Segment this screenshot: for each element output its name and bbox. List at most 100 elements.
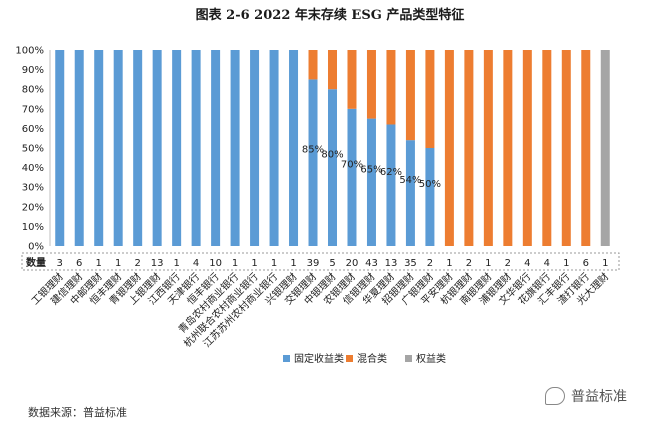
- y-axis: 0% 10% 20% 30% 40% 50% 60% 70% 80% 90% 100%: [15, 46, 51, 253]
- bar-segment: [581, 50, 591, 246]
- bar-segment: [600, 50, 610, 246]
- bar-segment: [522, 50, 532, 246]
- bar-segment: [191, 50, 201, 246]
- bar-segment: [133, 50, 143, 246]
- chart-title: 图表 2-6 2022 年末存续 ESG 产品类型特征: [195, 8, 465, 23]
- count-value: 1: [96, 258, 102, 269]
- count-value: 1: [232, 258, 238, 269]
- bar-segment: [405, 50, 415, 141]
- watermark-text: 普益标准: [571, 389, 627, 405]
- data-label: 70%: [341, 159, 363, 170]
- count-value: 1: [251, 258, 257, 269]
- bar-segment: [444, 50, 454, 246]
- count-value: 4: [193, 258, 199, 269]
- legend-label: 固定收益类: [294, 352, 344, 365]
- data-label: 50%: [419, 179, 441, 190]
- bar-segment: [386, 50, 396, 125]
- y-tick-label: 100%: [15, 46, 44, 57]
- bar-segment: [425, 148, 435, 246]
- y-tick-label: 70%: [22, 104, 44, 115]
- count-value: 35: [404, 258, 417, 269]
- bar-segment: [561, 50, 571, 246]
- y-tick-label: 30%: [22, 183, 44, 194]
- data-labels: 85%80%70%65%62%54%50%: [302, 145, 441, 190]
- bar-segment: [74, 50, 84, 246]
- bar-segment: [230, 50, 240, 246]
- bar-segment: [289, 50, 299, 246]
- count-value: 1: [563, 258, 569, 269]
- count-value: 6: [583, 258, 589, 269]
- count-row: 数量 3 6 1 1 2 13 1 4 10 1 1 1 1 39 5 20 43 13 35 2 1 2 1 2 4 4 1 6 1: [21, 252, 620, 271]
- bar-segment: [425, 50, 435, 148]
- bars: [55, 50, 610, 247]
- bar-segment: [211, 50, 221, 246]
- count-value: 10: [209, 258, 222, 269]
- y-tick-label: 0%: [28, 242, 44, 253]
- count-value: 13: [385, 258, 398, 269]
- data-label: 62%: [380, 167, 402, 178]
- count-value: 1: [290, 258, 296, 269]
- count-value: 1: [602, 258, 608, 269]
- count-value: 2: [505, 258, 511, 269]
- bar-segment: [308, 79, 318, 247]
- y-tick-label: 90%: [22, 65, 44, 76]
- count-value: 3: [57, 258, 63, 269]
- legend-swatch: [283, 355, 290, 362]
- bar-segment: [503, 50, 513, 246]
- count-value: 6: [76, 258, 82, 269]
- count-value: 43: [365, 258, 378, 269]
- count-value: 1: [485, 258, 491, 269]
- bar-segment: [308, 50, 318, 80]
- data-label: 85%: [302, 145, 324, 156]
- count-value: 2: [466, 258, 472, 269]
- legend-swatch: [405, 355, 412, 362]
- bar-segment: [94, 50, 104, 246]
- count-value: 13: [151, 258, 164, 269]
- data-label: 54%: [399, 175, 421, 186]
- y-tick-label: 40%: [22, 163, 44, 174]
- count-value: 2: [427, 258, 433, 269]
- legend: 固定收益类 混合类 权益类: [283, 352, 446, 365]
- count-value: 5: [329, 258, 335, 269]
- bar-segment: [113, 50, 123, 246]
- bar-segment: [347, 108, 357, 246]
- count-value: 1: [115, 258, 121, 269]
- category-labels: 工银理财建信理财中邮理财恒丰理财青银理财上银理财江西银行天津银行恒丰银行青岛农村…: [28, 270, 611, 350]
- count-value: 39: [307, 258, 320, 269]
- legend-swatch: [346, 355, 353, 362]
- wechat-icon: [545, 387, 565, 405]
- y-tick-label: 50%: [22, 144, 44, 155]
- bar-segment: [483, 50, 493, 246]
- count-value: 1: [446, 258, 452, 269]
- watermark: 普益标准: [545, 386, 627, 406]
- bar-segment: [269, 50, 279, 246]
- legend-label: 权益类: [416, 352, 446, 365]
- count-value: 2: [134, 258, 140, 269]
- bar-segment: [542, 50, 552, 246]
- data-label: 65%: [360, 164, 382, 175]
- bar-segment: [366, 50, 376, 119]
- legend-label: 混合类: [357, 352, 387, 365]
- count-value: 1: [173, 258, 179, 269]
- data-label: 80%: [321, 150, 343, 161]
- count-value: 4: [524, 258, 530, 269]
- y-tick-label: 60%: [22, 124, 44, 135]
- count-row-box: [21, 252, 620, 271]
- source-note: 数据来源：普益标准: [28, 406, 127, 419]
- y-tick-label: 10%: [22, 222, 44, 233]
- bar-segment: [405, 140, 415, 246]
- bar-segment: [386, 124, 396, 246]
- bar-segment: [172, 50, 182, 246]
- y-tick-label: 20%: [22, 202, 44, 213]
- bar-segment: [347, 50, 357, 109]
- bar-segment: [328, 50, 337, 90]
- bar-segment: [328, 89, 337, 246]
- count-value: 20: [346, 258, 359, 269]
- count-row-label: 数量: [26, 256, 46, 269]
- bar-segment: [366, 118, 376, 246]
- count-value: 4: [544, 258, 550, 269]
- bar-segment: [250, 50, 260, 246]
- bar-segment: [55, 50, 65, 246]
- bar-segment: [464, 50, 474, 246]
